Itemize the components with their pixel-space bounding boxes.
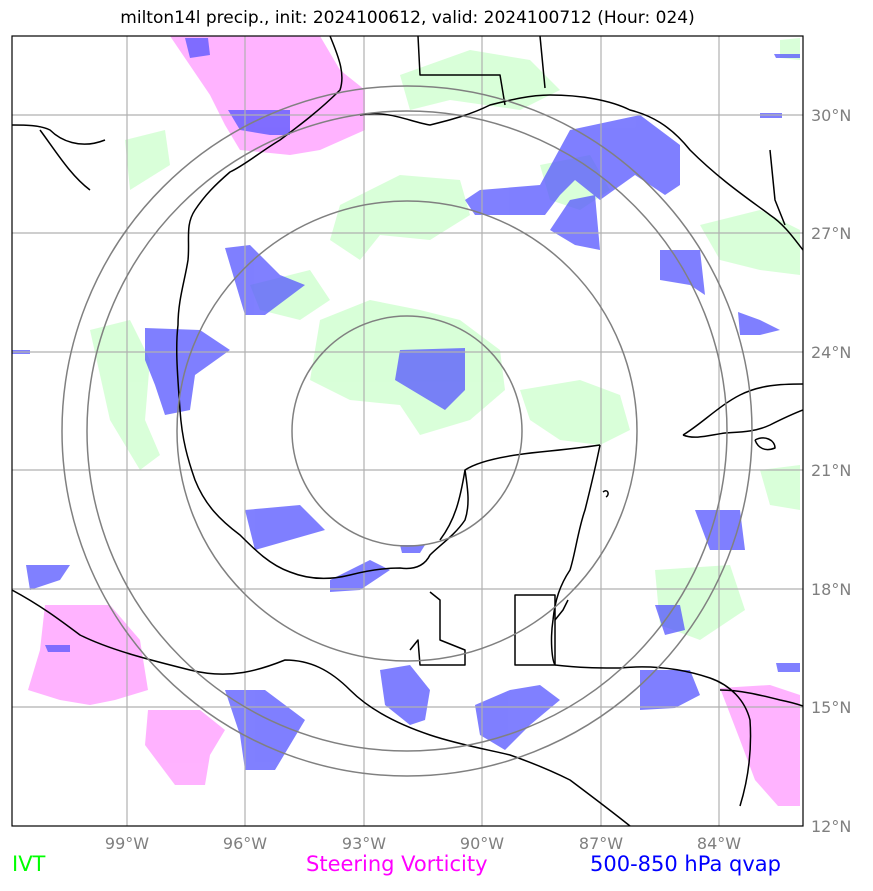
lon-labels: 99°W 96°W 93°W 90°W 87°W 84°W [105, 834, 741, 853]
range-rings [61, 85, 753, 777]
lat-lon-grid [12, 36, 803, 826]
lon-label: 93°W [342, 834, 386, 853]
lat-label: 21°N [811, 461, 851, 480]
qvap-field [12, 38, 800, 770]
coastlines [12, 36, 803, 826]
lat-labels: 30°N 27°N 24°N 21°N 18°N 15°N 12°N [811, 106, 851, 836]
lat-label: 27°N [811, 224, 851, 243]
lat-label: 12°N [811, 817, 851, 836]
lat-label: 18°N [811, 580, 851, 599]
lat-label: 30°N [811, 106, 851, 125]
lat-label: 15°N [811, 698, 851, 717]
lat-label: 24°N [811, 343, 851, 362]
legend-ivt: IVT [12, 852, 46, 876]
legend-qvap: 500-850 hPa qvap [590, 852, 781, 876]
legend-vorticity: Steering Vorticity [306, 852, 488, 876]
lon-label: 84°W [697, 834, 741, 853]
lon-label: 96°W [223, 834, 267, 853]
map-frame [11, 35, 804, 827]
lon-label: 99°W [105, 834, 149, 853]
lon-label: 90°W [460, 834, 504, 853]
lon-label: 87°W [579, 834, 623, 853]
vorticity-field [28, 36, 800, 806]
map-title: milton14l precip., init: 2024100612, val… [120, 8, 695, 28]
